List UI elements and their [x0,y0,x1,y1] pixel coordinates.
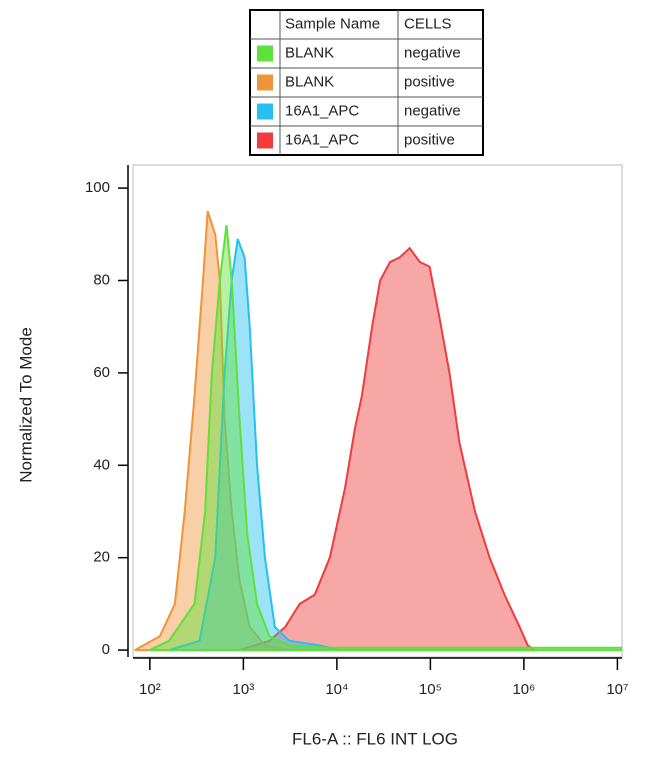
legend-cells: positive [404,73,455,90]
legend-name: 16A1_APC [285,131,359,148]
x-tick-label: 10⁴ [325,681,348,698]
legend-cells: negative [404,44,461,61]
y-tick-label: 100 [85,179,110,196]
y-tick-label: 0 [102,641,110,658]
legend-swatch [257,45,273,62]
y-tick-label: 20 [93,549,110,566]
plot-frame [132,164,623,658]
x-tick-label: 10⁷ [606,681,628,698]
legend-name: BLANK [285,44,334,61]
y-tick-label: 80 [93,271,110,288]
legend-box [249,9,484,156]
x-tick-label: 10³ [233,681,255,698]
legend-swatch [257,132,273,149]
histogram-area [149,224,623,652]
histogram-area [239,246,538,652]
x-axis-label: FL6-A :: FL6 INT LOG [292,729,458,748]
legend-cells: positive [404,131,455,148]
legend-swatch [257,74,273,91]
y-axis-label: Normalized To Mode [16,327,35,483]
legend-header: Sample Name [285,15,380,32]
y-tick-label: 40 [93,456,110,473]
histogram-area [168,238,340,652]
x-tick-label: 10² [139,681,161,698]
y-tick-label: 60 [93,364,110,381]
histogram-area [134,210,290,652]
x-tick-label: 10⁵ [419,681,442,698]
legend-cells: negative [404,102,461,119]
legend-name: BLANK [285,73,334,90]
legend-name: 16A1_APC [285,102,359,119]
legend-header: CELLS [404,15,452,32]
x-tick-label: 10⁶ [512,681,535,698]
legend-swatch [257,103,273,120]
